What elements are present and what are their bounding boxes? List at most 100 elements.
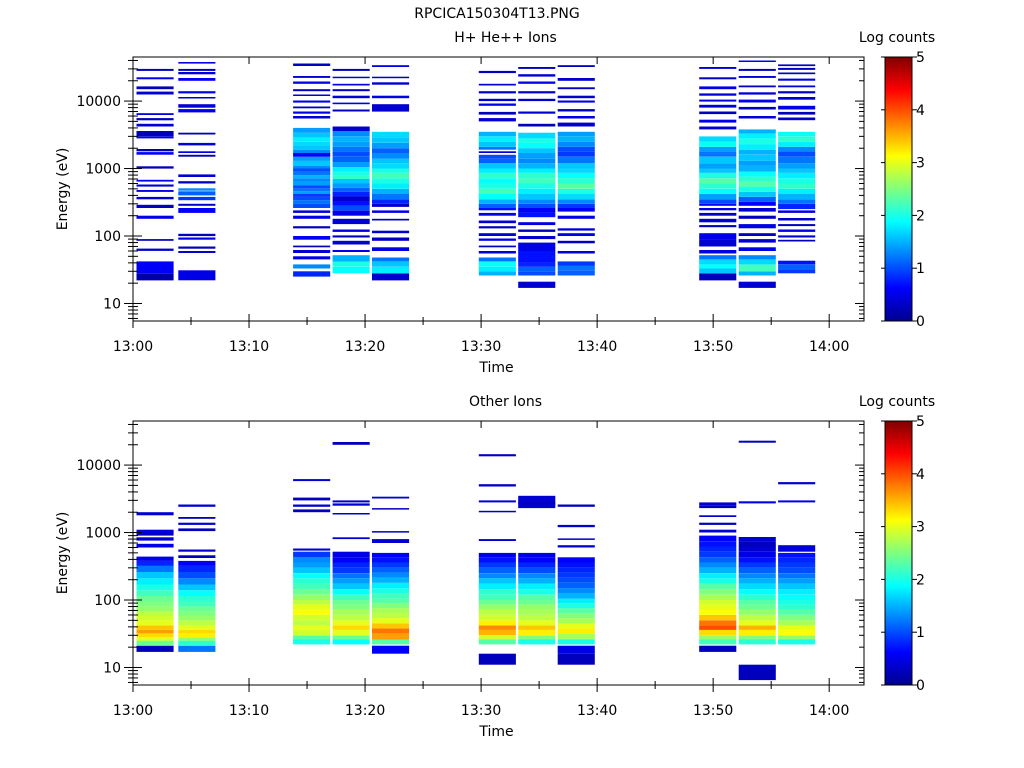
data-cell — [518, 600, 556, 605]
data-cell — [293, 63, 331, 66]
data-cell — [372, 203, 410, 207]
figure-title: RPCICA150304T13.PNG — [414, 6, 579, 22]
data-cell — [478, 98, 516, 102]
data-cell — [699, 557, 737, 563]
data-cell — [699, 639, 737, 645]
data-cell — [293, 548, 331, 551]
colorbar-tick-label: 0 — [916, 314, 925, 330]
data-cell — [136, 86, 174, 90]
data-cell — [293, 215, 331, 219]
data-cell — [557, 261, 595, 266]
colorbar — [884, 420, 913, 686]
data-cell — [178, 72, 216, 75]
data-cell — [478, 653, 516, 665]
data-cell — [293, 116, 331, 119]
data-cell — [557, 623, 595, 629]
x-tick-label: 13:00 — [113, 339, 153, 355]
data-cell — [293, 210, 331, 213]
data-cell — [478, 251, 516, 254]
data-cell — [778, 600, 816, 605]
data-cell — [778, 620, 816, 626]
data-cell — [372, 237, 410, 241]
data-cell — [478, 146, 516, 150]
data-cell — [699, 522, 737, 525]
data-cell — [557, 240, 595, 244]
data-cell — [778, 264, 816, 270]
y-tick-label: 10 — [103, 296, 121, 312]
data-cell — [178, 68, 216, 71]
data-cell — [557, 588, 595, 594]
y-tick-label: 10000 — [76, 94, 121, 110]
data-cell — [178, 181, 216, 184]
data-cell — [518, 188, 556, 194]
data-cell — [778, 635, 816, 640]
data-cell — [178, 595, 216, 602]
data-cell — [478, 163, 516, 169]
y-tick-label: 1000 — [85, 162, 121, 178]
data-cell — [738, 233, 776, 236]
data-cell — [478, 151, 516, 153]
data-cell — [518, 222, 556, 226]
data-cell — [293, 94, 331, 96]
data-cell — [293, 609, 331, 615]
data-cell — [518, 604, 556, 610]
data-cell — [332, 187, 370, 192]
data-cell — [332, 102, 370, 105]
data-cell — [699, 218, 737, 223]
data-cell — [738, 196, 776, 202]
data-cell — [518, 229, 556, 232]
data-cell — [778, 178, 816, 184]
data-cell — [293, 178, 331, 182]
data-cell — [478, 199, 516, 204]
data-cell — [136, 131, 174, 137]
data-cell — [738, 133, 776, 139]
data-cell — [557, 78, 595, 81]
data-cell — [178, 590, 216, 596]
data-cell — [332, 620, 370, 626]
data-cell — [293, 137, 331, 142]
data-cell — [332, 218, 370, 225]
y-tick-label: 10000 — [76, 458, 121, 474]
data-cell — [699, 502, 737, 506]
data-cell — [293, 171, 331, 176]
data-cell — [778, 199, 816, 204]
data-cell — [293, 578, 331, 584]
data-cell — [293, 156, 331, 161]
data-cell — [293, 100, 331, 103]
data-cell — [518, 91, 556, 94]
data-cell — [518, 67, 556, 69]
data-cell — [478, 233, 516, 236]
data-cell — [372, 210, 410, 213]
data-cell — [178, 62, 216, 64]
data-cell — [372, 562, 410, 568]
data-cell — [699, 562, 737, 568]
data-cell — [518, 567, 556, 574]
data-cell — [778, 239, 816, 242]
data-cell — [699, 151, 737, 157]
data-cell — [372, 266, 410, 274]
data-cell — [293, 509, 331, 513]
data-cell — [518, 594, 556, 600]
data-cell — [136, 637, 174, 641]
data-cell — [293, 132, 331, 138]
data-cell — [778, 578, 816, 584]
data-cell — [293, 175, 331, 179]
data-cell — [778, 146, 816, 152]
data-cell — [738, 154, 776, 161]
data-cell — [518, 266, 556, 272]
data-cell — [293, 594, 331, 600]
data-cell — [293, 191, 331, 194]
data-cell — [518, 178, 556, 184]
data-cell — [293, 181, 331, 186]
data-cell — [699, 529, 737, 533]
data-cell — [557, 146, 595, 152]
data-cell — [699, 629, 737, 636]
data-cell — [293, 188, 331, 192]
data-cell — [778, 111, 816, 115]
data-cell — [293, 236, 331, 240]
data-cell — [136, 239, 174, 241]
data-cell — [518, 620, 556, 626]
data-cell — [178, 640, 216, 646]
data-cell — [178, 572, 216, 579]
data-cell — [778, 194, 816, 200]
